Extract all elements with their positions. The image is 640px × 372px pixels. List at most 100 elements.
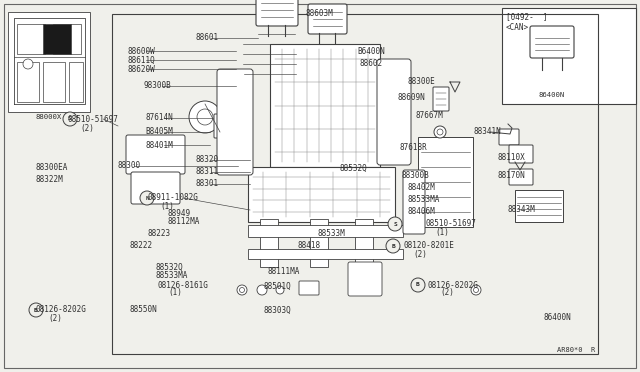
Text: 88949: 88949 xyxy=(168,209,191,218)
Text: 88223: 88223 xyxy=(147,230,170,238)
Text: 98300B: 98300B xyxy=(143,81,171,90)
Text: 88111MA: 88111MA xyxy=(268,267,300,276)
Bar xyxy=(310,219,328,267)
Text: 88222: 88222 xyxy=(130,241,153,250)
Text: (2): (2) xyxy=(440,289,454,298)
FancyBboxPatch shape xyxy=(509,145,533,163)
Bar xyxy=(17,62,39,102)
Circle shape xyxy=(239,288,244,292)
Circle shape xyxy=(140,191,154,205)
Text: B6400N: B6400N xyxy=(357,48,385,57)
FancyBboxPatch shape xyxy=(403,170,425,234)
Text: 88300E: 88300E xyxy=(408,77,436,87)
Circle shape xyxy=(388,217,402,231)
Circle shape xyxy=(63,112,77,126)
Text: B8405M: B8405M xyxy=(145,128,173,137)
Bar xyxy=(270,44,380,167)
Bar xyxy=(248,167,395,222)
Text: B: B xyxy=(391,244,395,248)
Text: 88601: 88601 xyxy=(195,33,218,42)
Circle shape xyxy=(276,286,284,294)
Text: 88418: 88418 xyxy=(298,241,321,250)
Bar xyxy=(8,12,90,112)
Text: 88303Q: 88303Q xyxy=(263,305,291,314)
Text: 88000X: 88000X xyxy=(36,114,62,120)
Text: [0492-  ]: [0492- ] xyxy=(506,12,548,21)
Text: 08911-1082G: 08911-1082G xyxy=(148,193,199,202)
Text: (1): (1) xyxy=(168,289,182,298)
Text: 88343M: 88343M xyxy=(508,205,536,215)
Text: 08510-51697: 08510-51697 xyxy=(68,115,119,124)
FancyBboxPatch shape xyxy=(499,129,519,145)
Text: S: S xyxy=(68,116,72,122)
Circle shape xyxy=(471,285,481,295)
Text: 08126-8161G: 08126-8161G xyxy=(158,280,209,289)
Circle shape xyxy=(237,285,247,295)
Text: N: N xyxy=(145,196,149,201)
Text: 88300B: 88300B xyxy=(402,171,429,180)
Text: 88600W: 88600W xyxy=(127,46,155,55)
FancyBboxPatch shape xyxy=(433,87,449,111)
Text: 88311: 88311 xyxy=(195,167,218,176)
Text: 88300: 88300 xyxy=(118,161,141,170)
Circle shape xyxy=(386,239,400,253)
FancyBboxPatch shape xyxy=(299,281,319,295)
Text: 88170N: 88170N xyxy=(498,171,525,180)
Text: 88533MA: 88533MA xyxy=(407,196,440,205)
Text: 86400N: 86400N xyxy=(543,314,571,323)
Text: 88341N: 88341N xyxy=(473,128,500,137)
Text: 88533MA: 88533MA xyxy=(155,272,188,280)
Text: 88620W: 88620W xyxy=(127,64,155,74)
Circle shape xyxy=(23,59,33,69)
Text: 87614N: 87614N xyxy=(145,113,173,122)
Bar xyxy=(17,24,45,54)
Text: 88533M: 88533M xyxy=(318,230,346,238)
Text: (2): (2) xyxy=(80,124,94,132)
FancyBboxPatch shape xyxy=(131,172,180,204)
Circle shape xyxy=(434,126,446,138)
Text: B: B xyxy=(416,282,420,288)
Bar xyxy=(43,24,71,54)
Text: (1): (1) xyxy=(435,228,449,237)
Bar xyxy=(53,24,81,54)
FancyBboxPatch shape xyxy=(348,262,382,296)
Text: (2): (2) xyxy=(48,314,62,323)
Circle shape xyxy=(257,285,267,295)
Bar xyxy=(112,14,598,354)
FancyBboxPatch shape xyxy=(126,135,185,174)
Circle shape xyxy=(189,101,221,133)
Bar xyxy=(515,190,563,222)
Text: 88320: 88320 xyxy=(195,155,218,164)
Text: 88322M: 88322M xyxy=(36,174,64,183)
Text: (2): (2) xyxy=(413,250,427,259)
Text: 88532Q: 88532Q xyxy=(340,164,368,173)
Bar xyxy=(502,8,636,104)
FancyBboxPatch shape xyxy=(256,0,298,26)
Bar xyxy=(43,62,65,102)
Text: 88603M: 88603M xyxy=(306,10,333,19)
FancyBboxPatch shape xyxy=(214,114,231,138)
Text: 08126-8202G: 08126-8202G xyxy=(428,280,479,289)
Text: 08510-51697: 08510-51697 xyxy=(425,219,476,228)
Circle shape xyxy=(411,278,425,292)
Circle shape xyxy=(197,109,213,125)
Text: AR80*0  R: AR80*0 R xyxy=(557,347,595,353)
Text: 88609N: 88609N xyxy=(398,93,426,102)
Circle shape xyxy=(437,129,443,135)
Bar xyxy=(260,219,278,267)
FancyBboxPatch shape xyxy=(377,59,411,165)
Text: 88110X: 88110X xyxy=(498,154,525,163)
Text: 88301: 88301 xyxy=(195,180,218,189)
Text: 87618R: 87618R xyxy=(400,144,428,153)
Text: 88406M: 88406M xyxy=(407,208,435,217)
Text: 88532Q: 88532Q xyxy=(155,263,183,272)
Bar xyxy=(69,62,83,102)
Text: 88112MA: 88112MA xyxy=(168,218,200,227)
Text: 08126-8202G: 08126-8202G xyxy=(35,305,86,314)
Text: 88501Q: 88501Q xyxy=(263,282,291,291)
Text: 88402M: 88402M xyxy=(407,183,435,192)
Text: 88550N: 88550N xyxy=(130,305,157,314)
Circle shape xyxy=(474,288,479,292)
FancyBboxPatch shape xyxy=(308,4,347,34)
Text: S: S xyxy=(393,221,397,227)
